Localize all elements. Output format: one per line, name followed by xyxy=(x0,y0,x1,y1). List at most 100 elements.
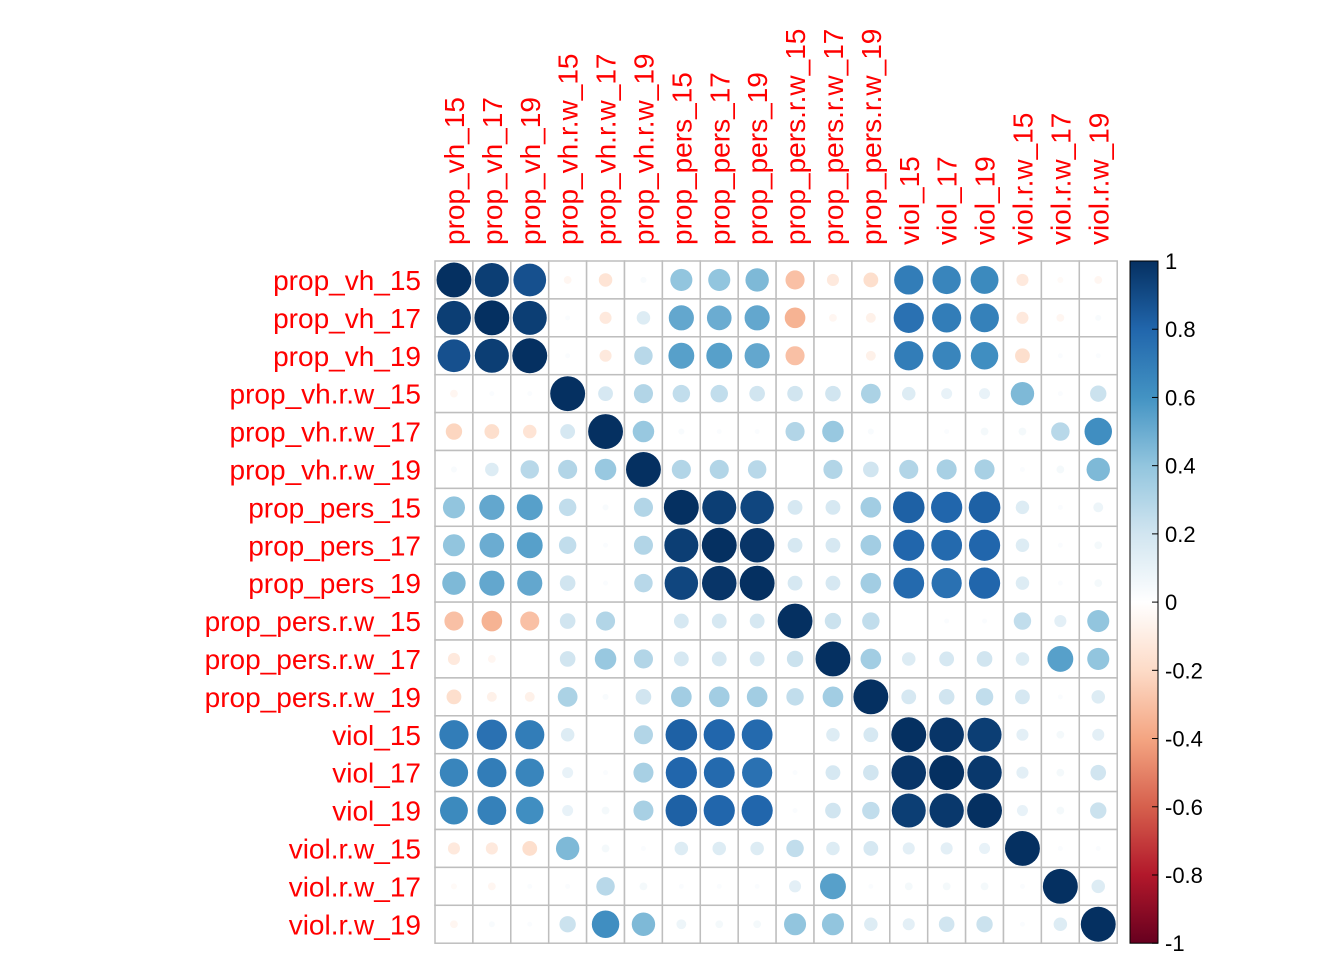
correlation-circle xyxy=(706,305,732,331)
correlation-circle xyxy=(941,388,953,400)
correlation-circle xyxy=(975,688,994,706)
colorbar-legend: 1 0.8 0.6 0.4 0.2 0 -0.2 -0.4 -0.6 -0.8 -1 xyxy=(1129,249,1203,956)
colorbar-ticks: 1 0.8 0.6 0.4 0.2 0 -0.2 -0.4 -0.6 -0.8 -1 xyxy=(1152,249,1203,956)
correlation-circle xyxy=(786,650,804,668)
correlation-circle xyxy=(665,718,698,751)
correlation-circle xyxy=(562,805,574,817)
correlation-circle xyxy=(598,386,613,402)
correlation-circle xyxy=(931,529,963,561)
correlation-circle xyxy=(479,570,505,596)
correlation-circle xyxy=(512,300,547,335)
correlation-circle xyxy=(1015,538,1030,553)
correlation-circle xyxy=(862,801,880,820)
correlation-circle xyxy=(563,276,572,284)
matrix-cell xyxy=(775,715,815,755)
correlation-circle xyxy=(484,424,500,439)
correlation-circle xyxy=(560,727,575,742)
correlation-circle xyxy=(664,566,699,600)
correlation-circle xyxy=(825,765,841,781)
correlation-circle xyxy=(516,494,543,521)
correlation-circle xyxy=(976,651,993,667)
matrix-cell xyxy=(623,790,664,831)
correlation-circle xyxy=(602,504,609,511)
row-label: viol_15 xyxy=(332,720,421,751)
column-label: viol.r.w_15 xyxy=(1007,113,1038,245)
correlation-circle xyxy=(980,427,989,436)
correlation-circle xyxy=(1057,542,1063,548)
column-label: prop_pers.r.w_15 xyxy=(780,29,811,245)
matrix-cell xyxy=(623,601,664,641)
correlation-circle xyxy=(487,655,496,663)
correlation-circle xyxy=(479,494,505,520)
correlation-circle xyxy=(711,613,727,629)
matrix-cell xyxy=(510,639,550,679)
correlation-circle xyxy=(940,842,953,855)
correlation-circle xyxy=(787,499,803,515)
correlation-circle xyxy=(447,842,460,855)
row-label: prop_vh_17 xyxy=(273,303,421,334)
correlation-circle xyxy=(1094,579,1103,588)
correlation-circle xyxy=(711,651,727,667)
correlation-circle xyxy=(603,770,609,776)
correlation-circle xyxy=(938,916,955,933)
correlation-circle xyxy=(485,462,499,477)
correlation-circle xyxy=(565,353,571,359)
column-label: prop_vh_19 xyxy=(515,97,546,245)
correlation-circle xyxy=(1087,647,1110,670)
correlation-circle xyxy=(825,537,841,553)
row-label: prop_vh.r.w_17 xyxy=(230,417,421,448)
correlation-circle xyxy=(740,490,774,525)
correlation-circle xyxy=(929,755,965,791)
correlation-circle xyxy=(892,491,925,524)
row-label: prop_vh.r.w_15 xyxy=(230,379,421,410)
row-label: viol_19 xyxy=(332,796,421,827)
colorbar-tick-label: 0.8 xyxy=(1165,317,1196,342)
correlation-circle xyxy=(439,758,469,787)
correlation-circle xyxy=(676,919,687,930)
correlation-circle xyxy=(939,651,955,667)
correlation-circle xyxy=(974,459,995,480)
column-label: prop_pers.r.w_17 xyxy=(818,29,849,245)
colorbar-tick-label: -0.8 xyxy=(1165,863,1203,888)
correlation-circle xyxy=(562,767,574,779)
correlation-circle xyxy=(979,842,991,854)
correlation-circle xyxy=(708,268,731,291)
correlation-circle xyxy=(936,459,957,480)
correlation-circle xyxy=(701,527,737,563)
correlation-circle xyxy=(785,346,805,366)
correlation-circle xyxy=(527,921,533,927)
correlation-circle xyxy=(487,882,496,891)
correlation-circle xyxy=(550,376,586,412)
correlation-circle xyxy=(1094,541,1103,550)
correlation-circle xyxy=(706,342,733,369)
correlation-circle xyxy=(565,883,571,889)
correlation-circle xyxy=(602,693,609,700)
correlation-circle xyxy=(640,845,646,851)
correlation-circle xyxy=(515,720,545,750)
correlation-circle xyxy=(822,420,844,443)
correlation-circle xyxy=(595,611,616,631)
correlation-circle xyxy=(929,793,964,828)
colorbar-tick-label: 1 xyxy=(1165,249,1177,274)
correlation-circle xyxy=(777,603,813,639)
correlation-circle xyxy=(1051,422,1070,441)
correlation-circle xyxy=(702,490,737,525)
correlation-circle xyxy=(1057,353,1063,359)
row-label: prop_pers_17 xyxy=(248,530,421,561)
correlation-circle xyxy=(931,491,963,523)
correlation-circle xyxy=(787,537,803,553)
correlation-circle xyxy=(747,460,767,479)
correlation-circle xyxy=(516,796,544,825)
column-labels: prop_vh_15 prop_vh_17 prop_vh_19 prop_vh.r.… xyxy=(439,29,1114,245)
correlation-circle xyxy=(746,686,768,708)
correlation-circle xyxy=(640,276,647,283)
correlation-circle xyxy=(716,429,722,435)
column-label: prop_vh.r.w_17 xyxy=(591,54,622,245)
correlation-circle xyxy=(968,491,1001,524)
correlation-circle xyxy=(739,565,775,601)
correlation-circle xyxy=(853,679,889,715)
correlation-circle xyxy=(558,498,577,517)
correlation-circle xyxy=(744,343,770,369)
correlation-circle xyxy=(1013,612,1032,630)
